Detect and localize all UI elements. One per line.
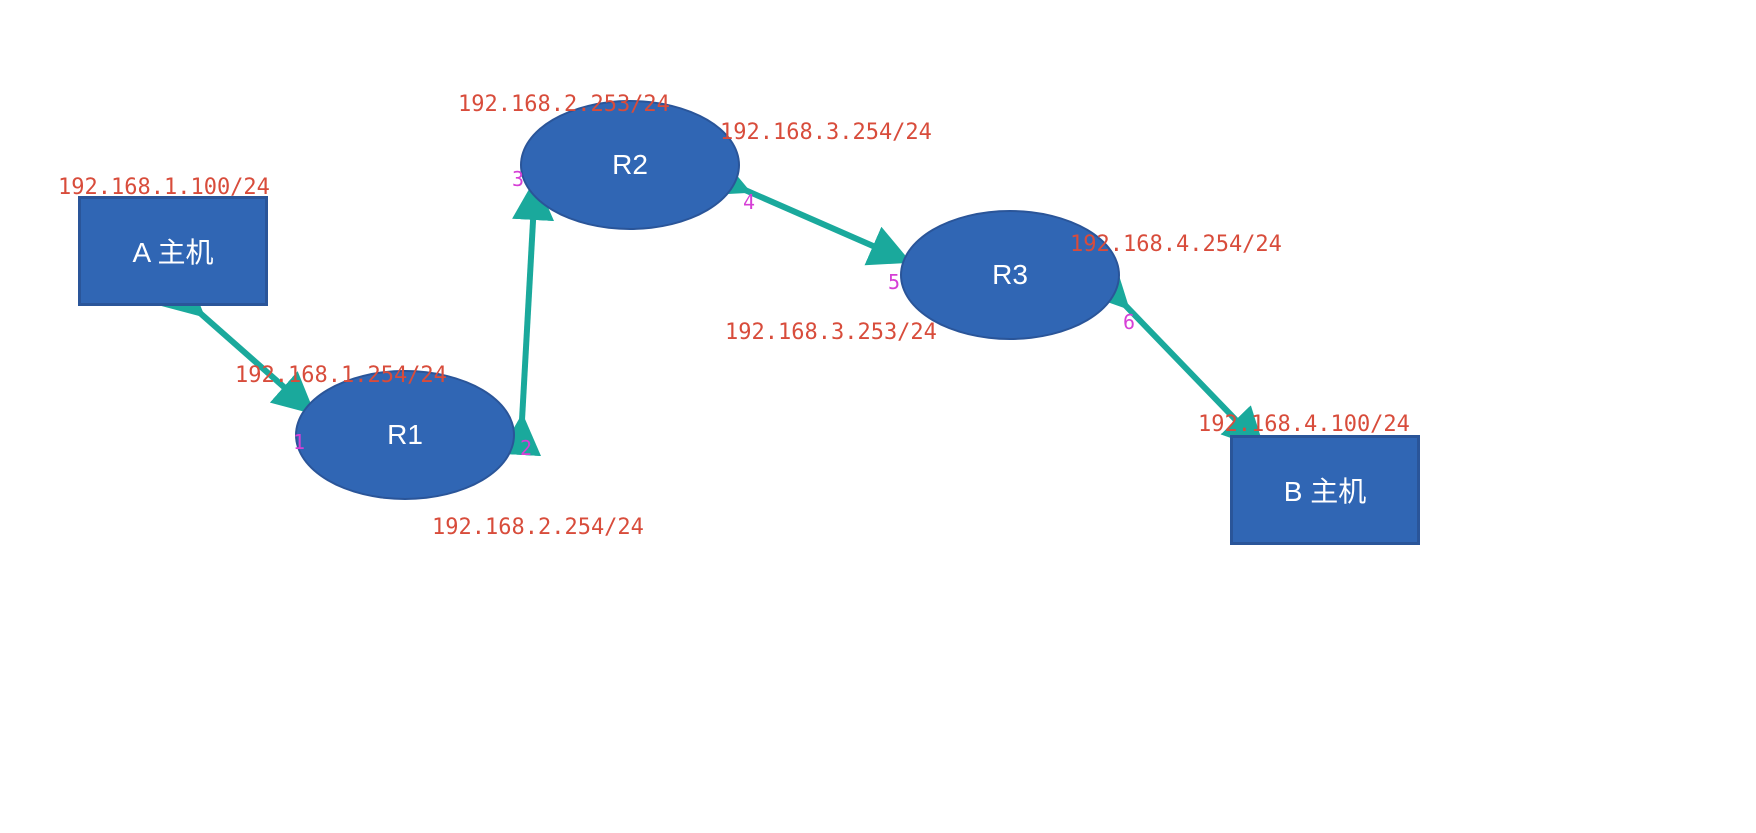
- port-label: 3: [512, 167, 524, 191]
- port-label: 6: [1123, 310, 1135, 334]
- ip-label: 192.168.3.254/24: [720, 120, 932, 145]
- node-label-hostB: B 主机: [1284, 470, 1366, 510]
- ip-label: 192.168.1.254/24: [235, 363, 447, 388]
- port-label: 2: [520, 436, 532, 460]
- port-label: 4: [743, 190, 755, 214]
- edge-R1-R2: [522, 185, 535, 420]
- node-label-hostA: A 主机: [133, 231, 214, 271]
- node-hostB: B 主机: [1230, 435, 1420, 545]
- port-label: 5: [888, 270, 900, 294]
- ip-label: 192.168.3.253/24: [725, 320, 937, 345]
- ip-label: 192.168.2.253/24: [458, 92, 670, 117]
- ip-label: 192.168.4.100/24: [1198, 412, 1410, 437]
- edge-hostA-R1: [200, 313, 310, 410]
- ip-label: 192.168.2.254/24: [432, 515, 644, 540]
- node-label-R2: R2: [612, 149, 648, 181]
- node-label-R3: R3: [992, 259, 1028, 291]
- edge-R2-R3: [745, 190, 905, 260]
- port-label: 1: [293, 430, 305, 454]
- node-R1: R1: [295, 370, 515, 500]
- node-hostA: A 主机: [78, 196, 268, 306]
- ip-label: 192.168.4.254/24: [1070, 232, 1282, 257]
- ip-label: 192.168.1.100/24: [58, 175, 270, 200]
- node-label-R1: R1: [387, 419, 423, 451]
- node-R2: R2: [520, 100, 740, 230]
